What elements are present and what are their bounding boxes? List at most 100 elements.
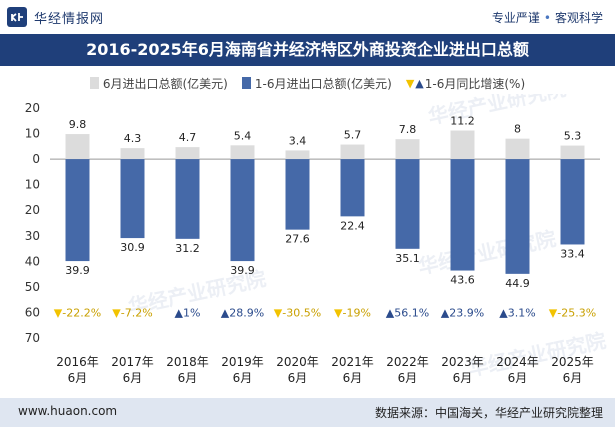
- watermark-0: 华经产业研究院: [426, 94, 568, 129]
- chart-title: 2016-2025年6月海南省并经济特区外商投资企业进出口总额: [0, 34, 615, 66]
- growth-value: -30.5%: [282, 306, 321, 319]
- x-tick-label: 2021年: [331, 355, 374, 369]
- legend-label-ytd: 1-6月进出口总额(亿美元): [254, 76, 392, 91]
- growth-up-triangle-icon: ▲: [221, 306, 230, 319]
- bar-june: [340, 144, 365, 160]
- bar-ytd: [230, 159, 255, 262]
- growth-label: ▲23.9%: [441, 306, 484, 319]
- brand-name: 华经情报网: [34, 11, 105, 27]
- bar-june: [65, 134, 90, 160]
- x-tick-label: 2024年: [496, 355, 539, 369]
- bar-june-label: 4.3: [124, 132, 142, 145]
- footer-website[interactable]: www.huaon.com: [18, 404, 118, 418]
- footer-source: 数据来源：中国海关，华经产业研究院整理: [374, 406, 603, 420]
- growth-label: ▼-22.2%: [54, 306, 101, 319]
- bar-june-label: 9.8: [69, 118, 87, 131]
- bar-ytd: [340, 159, 365, 217]
- bar-june-label: 5.7: [344, 129, 362, 142]
- x-axis: 2016年 6月 2017年 6月 2018年 6月 2019年 6月 2020年 6月 2021年…: [56, 355, 594, 385]
- chart-legend: 6月进出口总额(亿美元) 1-6月进出口总额(亿美元) ▼ ▲ 1-6月同比增速…: [0, 72, 615, 94]
- x-tick-label: 6月: [563, 371, 583, 385]
- bar-june-label: 5.3: [564, 130, 582, 143]
- legend-swatch-ytd: [241, 77, 251, 89]
- legend-swatch-june: [89, 77, 99, 89]
- growth-value: 3.1%: [508, 306, 536, 319]
- bar-june: [175, 147, 200, 160]
- tagline-left: 专业严谨: [491, 11, 540, 25]
- top-bar: 华经情报网 专业严谨 • 客观科学: [0, 0, 615, 34]
- x-tick-label: 6月: [398, 371, 418, 385]
- bar-june: [560, 145, 585, 160]
- bar-ytd-label: 35.1: [395, 252, 420, 265]
- growth-down-triangle-icon: ▼: [334, 306, 343, 319]
- bar-ytd: [285, 159, 310, 230]
- bar-ytd-label: 43.6: [450, 274, 475, 287]
- x-tick-label: 6月: [343, 371, 363, 385]
- x-tick-label: 6月: [233, 371, 253, 385]
- legend-up-triangle-icon: ▲: [415, 76, 424, 90]
- growth-up-triangle-icon: ▲: [499, 306, 508, 319]
- y-tick-label: 10: [25, 178, 40, 192]
- growth-up-triangle-icon: ▲: [175, 306, 184, 319]
- bar-ytd-label: 33.4: [560, 247, 585, 260]
- bar-june-label: 8: [514, 123, 521, 136]
- tagline-right: 客观科学: [554, 11, 603, 25]
- x-tick-label: 2017年: [111, 355, 154, 369]
- bar-ytd: [505, 159, 530, 274]
- growth-value: 1%: [183, 306, 200, 319]
- bar-ytd-label: 27.6: [285, 233, 310, 246]
- x-tick-label: 6月: [288, 371, 308, 385]
- growth-label: ▲28.9%: [221, 306, 264, 319]
- bar-ytd: [395, 159, 420, 249]
- bar-ytd-label: 31.2: [175, 242, 200, 255]
- growth-value: 56.1%: [394, 306, 429, 319]
- growth-up-triangle-icon: ▲: [441, 306, 450, 319]
- growth-label: ▲3.1%: [499, 306, 535, 319]
- bars: 9.8 39.9 4.3 30.9 4.7 31.2 5.4 39.9 3.4 27.6 5.7 22…: [65, 114, 585, 289]
- x-tick-label: 6月: [68, 371, 88, 385]
- brand-logo[interactable]: 华经情报网: [6, 6, 104, 28]
- tagline-separator: •: [543, 11, 551, 25]
- footer: www.huaon.com 数据来源：中国海关，华经产业研究院整理: [0, 398, 615, 427]
- bar-ytd-label: 39.9: [65, 264, 90, 277]
- y-tick-label: 10: [25, 127, 40, 141]
- growth-down-triangle-icon: ▼: [54, 306, 63, 319]
- legend-item-june: 6月进出口总额(亿美元): [89, 75, 228, 92]
- x-tick-label: 2016年: [56, 355, 99, 369]
- growth-label: ▼-30.5%: [274, 306, 321, 319]
- watermark-2: 华经产业研究院: [416, 226, 558, 279]
- y-tick-label: 20: [25, 203, 40, 217]
- bar-june: [285, 150, 310, 160]
- x-tick-label: 2019年: [221, 355, 264, 369]
- bar-june: [120, 148, 145, 160]
- bar-ytd-label: 44.9: [505, 277, 530, 290]
- bar-june-label: 4.7: [179, 131, 197, 144]
- growth-label: ▼-25.3%: [549, 306, 596, 319]
- bar-ytd-label: 39.9: [230, 264, 255, 277]
- y-tick-label: 70: [25, 331, 40, 345]
- y-tick-label: 40: [25, 254, 40, 268]
- growth-down-triangle-icon: ▼: [274, 306, 283, 319]
- y-tick-label: 30: [25, 229, 40, 243]
- y-tick-label: 50: [25, 280, 40, 294]
- bar-june: [505, 138, 530, 160]
- x-tick-label: 2022年: [386, 355, 429, 369]
- y-tick-label: 60: [25, 305, 40, 319]
- bar-june: [395, 139, 420, 160]
- growth-label: ▼-19%: [334, 306, 371, 319]
- brand-logo-icon: [7, 7, 27, 27]
- legend-label-june: 6月进出口总额(亿美元): [102, 76, 228, 91]
- bar-june: [450, 130, 475, 160]
- x-tick-label: 6月: [508, 371, 528, 385]
- bar-june-label: 3.4: [289, 134, 307, 147]
- bar-ytd: [65, 159, 90, 262]
- legend-item-growth: ▼ ▲ 1-6月同比增速(%): [406, 75, 525, 92]
- x-tick-label: 6月: [123, 371, 143, 385]
- growth-value: 23.9%: [449, 306, 484, 319]
- y-tick-label: 20: [25, 101, 40, 115]
- growth-value: -25.3%: [557, 306, 596, 319]
- legend-down-triangle-icon: ▼: [405, 76, 415, 90]
- growth-label: ▲56.1%: [386, 306, 429, 319]
- x-tick-label: 6月: [178, 371, 198, 385]
